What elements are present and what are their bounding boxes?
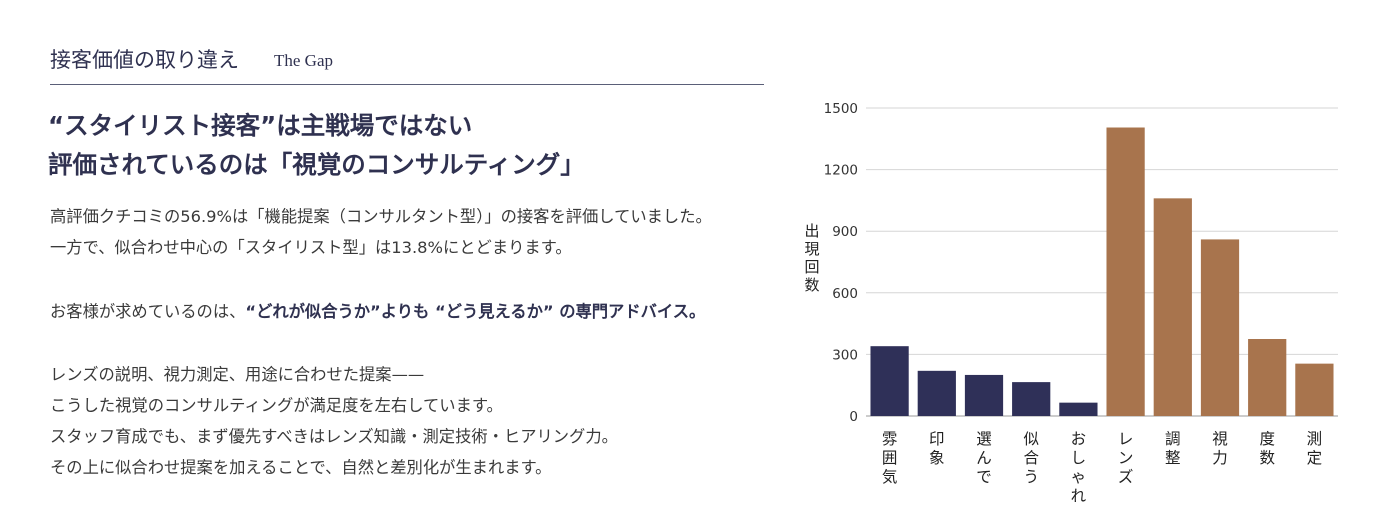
headline-line-2: 評価されているのは「視覚のコンサルティング」	[48, 150, 585, 179]
body-p2: お客様が求めているのは、“どれが似合うか”よりも “どう見えるか” の専門アドバ…	[50, 300, 705, 324]
x-tick-label: お	[1071, 430, 1087, 448]
body-p3-line-3: スタッフ育成でも、まず優先すべきはレンズ知識・測定技術・ヒアリング力。	[50, 427, 618, 446]
body-p3-line-2: こうした視覚のコンサルティングが満足度を左右しています。	[50, 396, 503, 415]
x-tick-label: ズ	[1118, 468, 1134, 486]
x-tick-label: 視	[1212, 430, 1228, 448]
section-title: 接客価値の取り違え	[50, 48, 239, 72]
y-tick-label: 300	[832, 347, 858, 363]
x-tick-label: れ	[1071, 487, 1087, 505]
y-axis-label: 出	[804, 222, 819, 240]
bar	[1295, 363, 1334, 416]
x-tick-label: う	[1023, 468, 1039, 486]
section-header: 接客価値の取り違え The Gap	[50, 40, 764, 85]
y-tick-label: 600	[832, 286, 858, 302]
body-p1-line-1: 高評価クチコミの56.9%は「機能提案（コンサルタント型）」の接客を評価していま…	[50, 207, 712, 226]
x-tick-label: 気	[882, 468, 898, 486]
body-p3-line-4: その上に似合わせ提案を加えることで、自然と差別化が生まれます。	[50, 458, 552, 477]
headline: “スタイリスト接客”は主戦場ではない 評価されているのは「視覚のコンサルティング…	[48, 106, 585, 184]
x-tick-label: ン	[1118, 449, 1134, 467]
x-tick-label: 定	[1307, 449, 1323, 467]
body-p3-line-1: レンズの説明、視力測定、用途に合わせた提案——	[50, 365, 425, 384]
y-tick-label: 900	[832, 224, 858, 240]
x-tick-label: ん	[976, 449, 992, 467]
bar	[917, 370, 956, 416]
x-tick-label: 似	[1023, 430, 1039, 448]
y-axis-label: 数	[804, 276, 819, 294]
x-tick-label: 測	[1307, 430, 1323, 448]
bar	[1059, 402, 1098, 416]
body-p2-text: お客様が求めているのは、	[50, 302, 246, 321]
x-tick-label: で	[976, 468, 992, 486]
y-axis-label: 回	[804, 258, 819, 276]
bar	[1153, 198, 1192, 416]
x-tick-label: 力	[1212, 449, 1228, 467]
bar	[1012, 382, 1051, 416]
x-tick-label: 調	[1165, 430, 1181, 448]
y-tick-label: 1200	[824, 163, 858, 179]
x-tick-label: 囲	[882, 449, 898, 467]
x-tick-label: レ	[1118, 430, 1134, 448]
bar	[1106, 127, 1145, 417]
x-tick-label: し	[1071, 449, 1087, 467]
x-tick-label: 合	[1023, 449, 1039, 467]
x-tick-label: 数	[1259, 449, 1275, 467]
y-tick-label: 1500	[824, 101, 858, 117]
y-tick-label: 0	[849, 409, 858, 425]
section-subtitle: The Gap	[274, 51, 334, 70]
bar-chart: 030060090012001500出現回数雰囲気印象選んで似合うおしゃれレンズ…	[804, 101, 1338, 505]
body-p1-line-2: 一方で、似合わせ中心の「スタイリスト型」は13.8%にとどまります。	[50, 238, 572, 257]
x-tick-label: ゃ	[1071, 468, 1087, 486]
x-tick-label: 印	[929, 430, 945, 448]
bar	[1248, 339, 1287, 416]
bar	[870, 346, 909, 416]
y-axis-label: 現	[804, 240, 819, 258]
x-tick-label: 雰	[882, 430, 898, 448]
x-tick-label: 選	[976, 430, 992, 448]
headline-line-1: “スタイリスト接客”は主戦場ではない	[48, 111, 473, 140]
x-tick-label: 整	[1165, 449, 1181, 467]
body-p2-emphasis: “どれが似合うか”よりも “どう見えるか” の専門アドバイス。	[245, 302, 706, 321]
x-tick-label: 度	[1259, 430, 1275, 448]
bar	[1200, 239, 1240, 416]
x-tick-label: 象	[929, 449, 945, 467]
bar	[964, 374, 1004, 416]
